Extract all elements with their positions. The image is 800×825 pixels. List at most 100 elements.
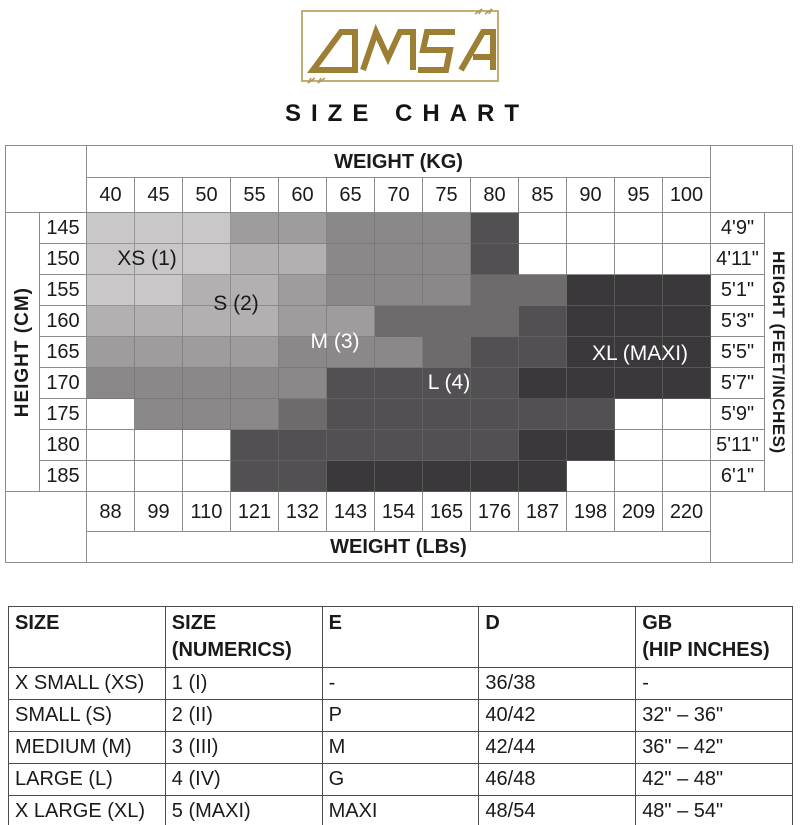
lbs-value-cell: 121 — [231, 492, 279, 532]
size-table-cell: - — [321, 667, 480, 700]
size-table-cell: LARGE (L) — [8, 763, 166, 796]
grid-cell — [135, 275, 183, 306]
logo-subtitle: SIZE CHART — [285, 100, 529, 127]
grid-cell — [567, 337, 615, 368]
corner-cell-bottom-left — [6, 492, 87, 563]
grid-cell — [519, 461, 567, 492]
grid-cell — [135, 244, 183, 275]
grid-cell — [327, 275, 375, 306]
size-table-cell: 46/48 — [478, 763, 637, 796]
size-table-cell: X LARGE (XL) — [8, 795, 166, 825]
grid-cell — [615, 275, 663, 306]
grid-cell — [231, 244, 279, 275]
grid-cell — [279, 337, 327, 368]
grid-cell — [423, 430, 471, 461]
grid-cell — [135, 213, 183, 244]
kg-value-cell: 85 — [519, 178, 567, 213]
grid-cell — [279, 430, 327, 461]
grid-cell — [423, 461, 471, 492]
kg-value-cell: 95 — [615, 178, 663, 213]
lbs-value-cell: 176 — [471, 492, 519, 532]
grid-cell — [471, 461, 519, 492]
grid-cell — [567, 399, 615, 430]
grid-cell — [279, 399, 327, 430]
logo: SIZE CHART — [285, 6, 529, 128]
brand-letters — [307, 23, 496, 73]
grid-cell — [519, 430, 567, 461]
grid-cell — [279, 461, 327, 492]
zone-label-l: L (4) — [427, 371, 471, 394]
grid-cell — [423, 306, 471, 337]
grid-cell — [375, 244, 423, 275]
grid-cell — [135, 399, 183, 430]
cm-value-cell: 175 — [40, 399, 87, 430]
size-table-cell: 4 (IV) — [164, 763, 323, 796]
grid-cell — [375, 399, 423, 430]
zone-label-xl: XL (MAXI) — [591, 342, 689, 365]
lbs-value-cell: 154 — [375, 492, 423, 532]
kg-value-cell: 75 — [423, 178, 471, 213]
grid-cell — [615, 461, 663, 492]
grid-cell — [231, 337, 279, 368]
size-table-header-cell: D — [478, 606, 637, 668]
size-table-cell: 40/42 — [478, 699, 637, 732]
grid-cell — [87, 461, 135, 492]
grid-cell — [135, 337, 183, 368]
kg-value-cell: 80 — [471, 178, 519, 213]
size-table-cell: MEDIUM (M) — [8, 731, 166, 764]
grid-cell — [183, 337, 231, 368]
grid-cell — [519, 275, 567, 306]
grid-cell — [663, 430, 711, 461]
grid-cell — [663, 399, 711, 430]
grid-cell — [279, 275, 327, 306]
size-table-cell: SMALL (S) — [8, 699, 166, 732]
grid-cell — [183, 368, 231, 399]
feet-value-cell: 6'1" — [711, 461, 765, 492]
grid-cell — [87, 368, 135, 399]
size-table-row: X LARGE (XL) 5 (MAXI) MAXI 48/54 48" – 54" — [8, 795, 793, 825]
grid-cell — [471, 430, 519, 461]
grid-cell — [519, 306, 567, 337]
size-table-cell: 5 (MAXI) — [164, 795, 323, 825]
lbs-value-cell: 143 — [327, 492, 375, 532]
grid-cell — [663, 306, 711, 337]
grid-cell — [567, 213, 615, 244]
corner-cell-top-right — [711, 146, 793, 213]
grid-cell — [375, 368, 423, 399]
lbs-value-cell: 209 — [615, 492, 663, 532]
size-grid: WEIGHT (KG) HEIGHT (CM) HEIGHT (FEET/INC… — [5, 145, 793, 563]
kg-value-cell: 70 — [375, 178, 423, 213]
lbs-value-cell: 99 — [135, 492, 183, 532]
grid-cell — [471, 368, 519, 399]
grid-cell — [375, 461, 423, 492]
height-cm-label: HEIGHT (CM) — [6, 213, 40, 492]
logo-arrow-icon — [307, 8, 493, 84]
grid-cell — [615, 337, 663, 368]
grid-cell — [87, 306, 135, 337]
size-table-cell: 36" – 42" — [635, 731, 793, 764]
grid-cell — [135, 306, 183, 337]
grid-cell — [663, 368, 711, 399]
grid-cell — [519, 213, 567, 244]
lbs-value-cell: 198 — [567, 492, 615, 532]
cm-value-cell: 160 — [40, 306, 87, 337]
lbs-value-cell: 110 — [183, 492, 231, 532]
size-table-cell: X SMALL (XS) — [8, 667, 166, 700]
size-table-header-cell: E — [321, 606, 480, 668]
grid-cell — [423, 337, 471, 368]
grid-cell — [615, 244, 663, 275]
grid-cell — [471, 306, 519, 337]
size-table-cell: 42" – 48" — [635, 763, 793, 796]
size-table-header-cell: SIZE — [8, 606, 166, 668]
cm-value-cell: 145 — [40, 213, 87, 244]
grid-cell — [135, 461, 183, 492]
grid-cell — [567, 244, 615, 275]
grid-cell — [567, 368, 615, 399]
grid-cell — [327, 337, 375, 368]
lbs-value-cell: 165 — [423, 492, 471, 532]
grid-cell — [423, 368, 471, 399]
kg-value-cell: 65 — [327, 178, 375, 213]
grid-cell — [279, 244, 327, 275]
feet-value-cell: 5'9" — [711, 399, 765, 430]
grid-cell — [87, 337, 135, 368]
